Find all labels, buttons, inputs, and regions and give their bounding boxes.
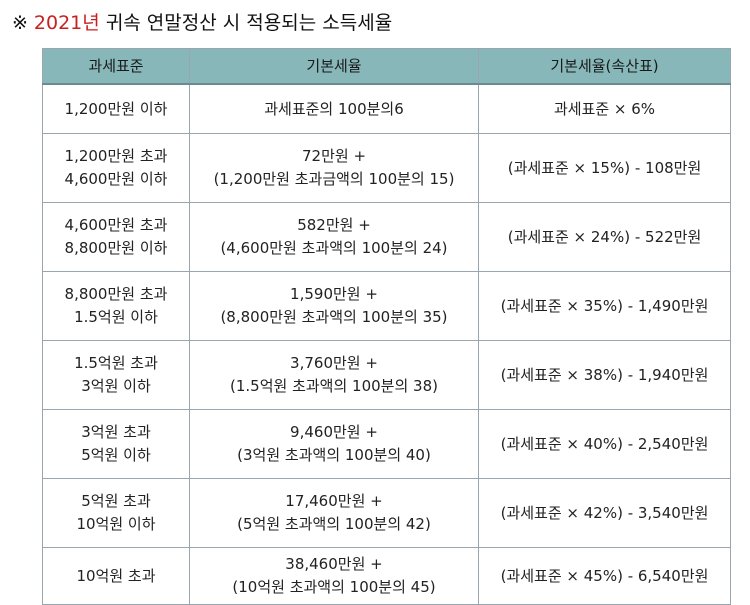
quick-rate-line: (과세표준 × 24%) - 522만원: [507, 227, 702, 246]
tax-base-line: 8,800만원 이하: [64, 239, 168, 257]
basic-rate-cell: 3,760만원 + (1.5억원 초과액의 100분의 38): [189, 340, 479, 410]
basic-rate-line: 17,460만원 +: [285, 492, 383, 510]
tax-base-line: 5억원 이하: [81, 446, 151, 464]
header-basic-rate: 기본세율: [189, 48, 479, 85]
quick-rate-line: (과세표준 × 45%) - 6,540만원: [500, 566, 709, 585]
quick-rate-cell: (과세표준 × 45%) - 6,540만원: [478, 547, 731, 605]
basic-rate-line: (1.5억원 초과액의 100분의 38): [230, 377, 438, 395]
basic-rate-line: (4,600만원 초과액의 100분의 24): [220, 239, 448, 257]
basic-rate-line: (5억원 초과액의 100분의 42): [237, 515, 431, 533]
basic-rate-cell: 17,460만원 + (5억원 초과액의 100분의 42): [189, 478, 479, 548]
tax-base-cell: 4,600만원 초과 8,800만원 이하: [42, 202, 190, 272]
table-row: 5억원 초과 10억원 이하 17,460만원 + (5억원 초과액의 100분의 …: [42, 478, 731, 548]
quick-rate-line: (과세표준 × 38%) - 1,940만원: [500, 365, 709, 384]
tax-base-line: 3억원 초과: [81, 423, 151, 441]
tax-base-line: 10억원 초과: [76, 566, 156, 585]
tax-base-line: 8,800만원 초과: [64, 285, 168, 303]
basic-rate-line: 38,460만원 +: [285, 555, 383, 573]
tax-base-cell: 1,200만원 초과 4,600만원 이하: [42, 133, 190, 203]
basic-rate-line: 3,760만원 +: [290, 354, 378, 372]
table-header-row: 과세표준 기본세율 기본세율(속산표): [42, 48, 731, 85]
header-quick-rate: 기본세율(속산표): [478, 48, 731, 85]
tax-base-line: 5억원 초과: [81, 492, 151, 510]
table-row: 1.5억원 초과 3억원 이하 3,760만원 + (1.5억원 초과액의 100분…: [42, 340, 731, 410]
tax-base-cell: 1.5억원 초과 3억원 이하: [42, 340, 190, 410]
page-title: ※ 2021년 귀속 연말정산 시 적용되는 소득세율: [12, 10, 392, 36]
table-row: 8,800만원 초과 1.5억원 이하 1,590만원 + (8,800만원 초과액…: [42, 271, 731, 341]
quick-rate-cell: (과세표준 × 40%) - 2,540만원: [478, 409, 731, 479]
basic-rate-cell: 1,590만원 + (8,800만원 초과액의 100분의 35): [189, 271, 479, 341]
tax-base-line: 1,200만원 초과: [64, 147, 168, 165]
basic-rate-cell: 과세표준의 100분의6: [189, 83, 479, 134]
basic-rate-line: 72만원 +: [301, 147, 367, 165]
quick-rate-line: (과세표준 × 15%) - 108만원: [507, 158, 702, 177]
tax-base-cell: 3억원 초과 5억원 이하: [42, 409, 190, 479]
header-tax-base: 과세표준: [42, 48, 190, 85]
tax-base-cell: 10억원 초과: [42, 547, 190, 605]
quick-rate-cell: (과세표준 × 38%) - 1,940만원: [478, 340, 731, 410]
tax-base-cell: 1,200만원 이하: [42, 83, 190, 134]
basic-rate-cell: 72만원 + (1,200만원 초과금액의 100분의 15): [189, 133, 479, 203]
basic-rate-cell: 38,460만원 + (10억원 초과액의 100분의 45): [189, 547, 479, 605]
table-row: 1,200만원 초과 4,600만원 이하 72만원 + (1,200만원 초과금액…: [42, 133, 731, 203]
tax-base-line: 1.5억원 이하: [74, 308, 158, 326]
basic-rate-line: 9,460만원 +: [290, 423, 378, 441]
basic-rate-line: 과세표준의 100분의6: [264, 99, 404, 118]
tax-base-line: 1,200만원 이하: [64, 99, 168, 118]
basic-rate-line: (3억원 초과액의 100분의 40): [237, 446, 431, 464]
table-row: 1,200만원 이하 과세표준의 100분의6 과세표준 × 6%: [42, 83, 731, 134]
basic-rate-cell: 582만원 + (4,600만원 초과액의 100분의 24): [189, 202, 479, 272]
quick-rate-line: (과세표준 × 42%) - 3,540만원: [500, 503, 709, 522]
tax-base-line: 10억원 이하: [76, 515, 156, 533]
quick-rate-cell: (과세표준 × 42%) - 3,540만원: [478, 478, 731, 548]
table-row: 10억원 초과 38,460만원 + (10억원 초과액의 100분의 45) (…: [42, 547, 731, 605]
basic-rate-line: 1,590만원 +: [290, 285, 378, 303]
quick-rate-cell: (과세표준 × 24%) - 522만원: [478, 202, 731, 272]
basic-rate-line: 582만원 +: [297, 216, 371, 234]
tax-base-cell: 5억원 초과 10억원 이하: [42, 478, 190, 548]
quick-rate-cell: (과세표준 × 15%) - 108만원: [478, 133, 731, 203]
tax-base-line: 4,600만원 초과: [64, 216, 168, 234]
basic-rate-line: (1,200만원 초과금액의 100분의 15): [213, 170, 455, 188]
quick-rate-cell: (과세표준 × 35%) - 1,490만원: [478, 271, 731, 341]
tax-base-line: 3억원 이하: [81, 377, 151, 395]
quick-rate-line: 과세표준 × 6%: [553, 99, 656, 118]
title-text: 귀속 연말정산 시 적용되는 소득세율: [105, 12, 393, 34]
tax-base-cell: 8,800만원 초과 1.5억원 이하: [42, 271, 190, 341]
quick-rate-line: (과세표준 × 35%) - 1,490만원: [500, 296, 709, 315]
table-row: 4,600만원 초과 8,800만원 이하 582만원 + (4,600만원 초과액…: [42, 202, 731, 272]
basic-rate-cell: 9,460만원 + (3억원 초과액의 100분의 40): [189, 409, 479, 479]
quick-rate-line: (과세표준 × 40%) - 2,540만원: [500, 434, 709, 453]
reference-mark: ※: [12, 12, 28, 34]
basic-rate-line: (8,800만원 초과액의 100분의 35): [220, 308, 448, 326]
table-row: 3억원 초과 5억원 이하 9,460만원 + (3억원 초과액의 100분의 40…: [42, 409, 731, 479]
quick-rate-cell: 과세표준 × 6%: [478, 83, 731, 134]
tax-base-line: 4,600만원 이하: [64, 170, 168, 188]
tax-base-line: 1.5억원 초과: [74, 354, 158, 372]
basic-rate-line: (10억원 초과액의 100분의 45): [232, 578, 436, 596]
income-tax-rate-table: 과세표준 기본세율 기본세율(속산표) 1,200만원 이하 과세표준의 100…: [42, 48, 731, 605]
title-year: 2021년: [33, 12, 100, 34]
